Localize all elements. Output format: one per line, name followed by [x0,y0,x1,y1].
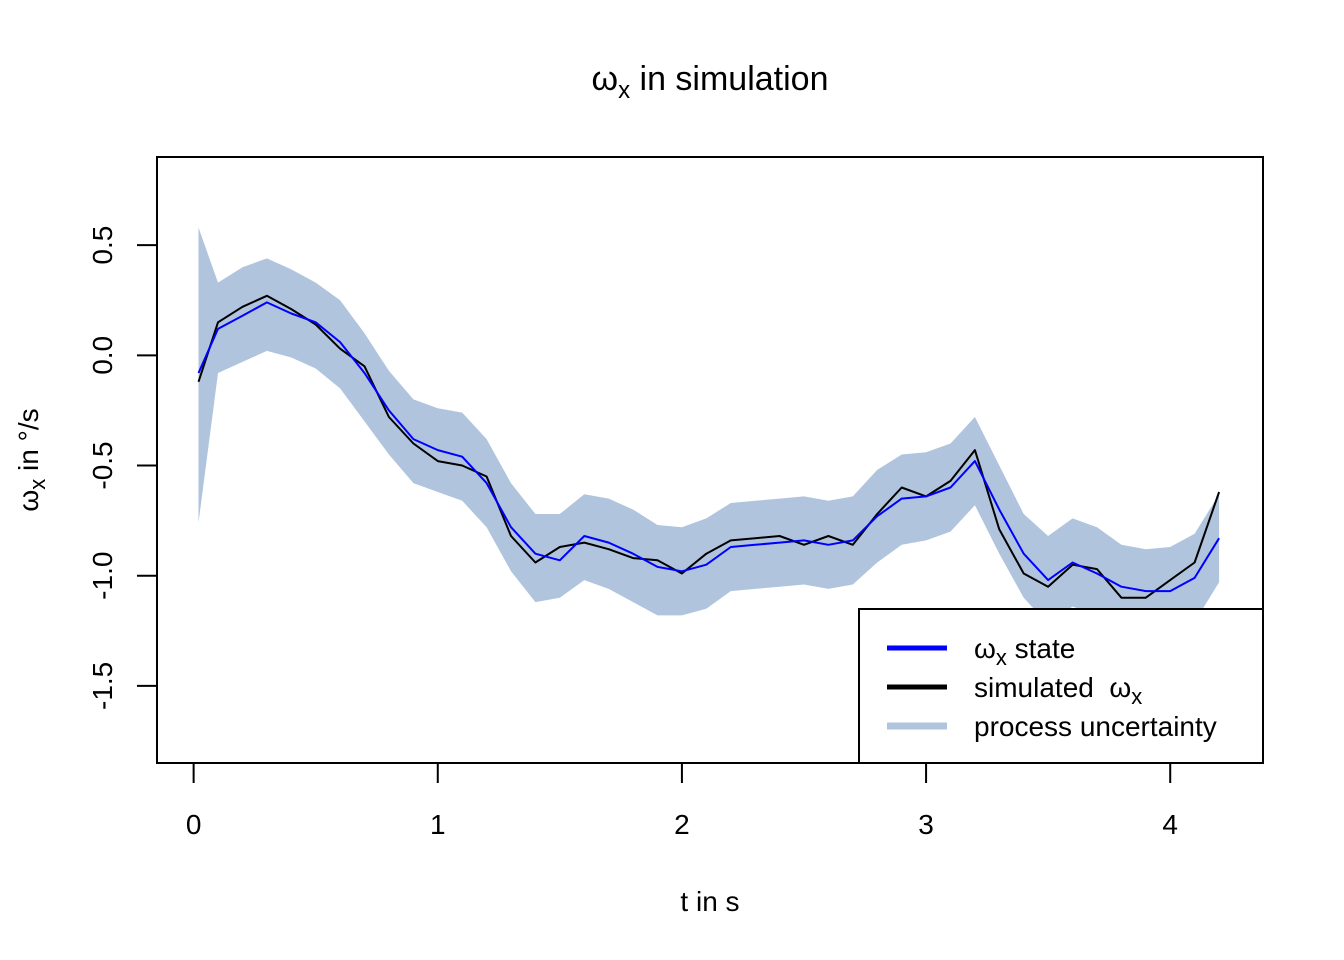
x-axis-label: t in s [680,886,739,917]
y-axis: 0.5 0.0 -0.5 -1.0 -1.5 [87,226,158,710]
x-tick-label: 4 [1162,809,1178,840]
legend-label-simulated: simulated ωx [974,672,1142,709]
legend-state-symbol: ω [974,633,996,664]
x-tick-label: 3 [918,809,934,840]
y-axis-label-rest: in °/s [13,408,44,478]
chart-title-sub: x [618,77,630,104]
legend-label-state: ωx state [974,633,1075,670]
y-tick-label: -1.0 [87,552,118,600]
chart-title-symbol: ω [592,60,619,98]
y-axis-label: ωx in °/s [13,408,50,511]
y-tick-label: 0.0 [87,336,118,375]
y-tick-label: -1.5 [87,662,118,710]
legend-simulated-prefix: simulated [974,672,1109,703]
y-axis-label-symbol: ω [13,490,44,512]
series-layer [197,227,1221,638]
x-tick-label: 2 [674,809,690,840]
x-tick-label: 0 [186,809,202,840]
y-tick-label: -0.5 [87,441,118,489]
legend-label-uncertainty: process uncertainty [974,711,1217,742]
legend-simulated-symbol: ω [1109,672,1131,703]
chart-title: ωx in simulation [592,60,829,104]
y-axis-label-sub: x [25,479,50,490]
legend-state-text: state [1007,633,1075,664]
x-axis: 0 1 2 3 4 [186,762,1178,840]
legend: ωx state simulated ωx process uncertaint… [858,608,1264,764]
legend-simulated-sub: x [1131,684,1142,709]
series-process-uncertainty [198,227,1220,638]
series-state [197,301,1220,593]
x-tick-label: 1 [430,809,446,840]
series-simulated [197,294,1221,599]
legend-state-sub: x [996,645,1007,670]
y-tick-label: 0.5 [87,226,118,265]
chart-title-rest: in simulation [630,60,828,98]
